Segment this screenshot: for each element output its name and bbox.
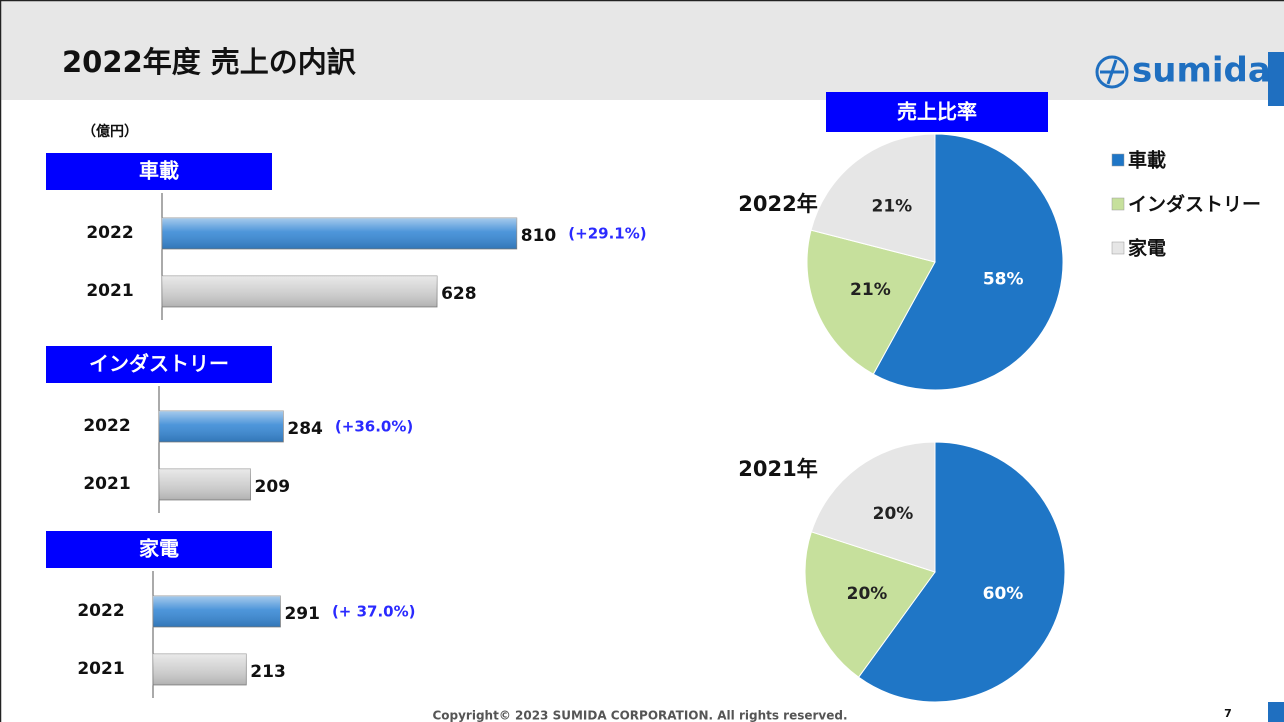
accent-strip — [1268, 52, 1284, 106]
legend-swatch — [1111, 241, 1125, 255]
bar-gloss — [162, 218, 517, 249]
logo-text: sumida — [1132, 51, 1271, 91]
bar-chart-header-box — [46, 153, 272, 190]
pie-value-label: 21% — [871, 196, 912, 216]
category-label: 2022 — [77, 601, 124, 621]
copyright: Copyright© 2023 SUMIDA CORPORATION. All … — [432, 709, 847, 722]
bar-chart-title: 車載 — [139, 159, 179, 183]
legend-swatch — [1111, 153, 1125, 167]
bar-gloss — [153, 654, 247, 685]
bar-gloss — [162, 276, 438, 307]
value-label: 213 — [250, 662, 286, 682]
value-label: 810 — [521, 226, 557, 246]
category-label: 2021 — [86, 281, 133, 301]
bar-gloss — [153, 596, 281, 627]
growth-annotation: (+29.1%) — [568, 225, 646, 243]
pie-title: 2022年 — [738, 192, 817, 216]
bar-gloss — [159, 411, 284, 442]
bar-gloss — [159, 469, 251, 500]
category-label: 2022 — [86, 223, 133, 243]
pie-slice — [872, 133, 1064, 391]
pie-value-label: 20% — [847, 584, 888, 604]
accent-corner — [1268, 702, 1284, 722]
pie-title: 2021年 — [738, 457, 817, 481]
value-label: 291 — [284, 604, 320, 624]
bar-chart-header-box — [46, 346, 272, 383]
value-label: 628 — [441, 284, 477, 304]
value-label: 284 — [287, 419, 323, 439]
growth-annotation: (+36.0%) — [335, 418, 413, 436]
pie-slice — [806, 229, 936, 375]
pie-slice — [804, 531, 936, 678]
logo-icon — [1095, 55, 1129, 89]
pie-value-label: 21% — [850, 280, 891, 300]
pie-slice — [857, 441, 1066, 703]
category-label: 2021 — [77, 659, 124, 679]
pie-value-label: 58% — [983, 270, 1024, 290]
category-label: 2022 — [83, 416, 130, 436]
unit-label: （億円） — [82, 123, 138, 140]
pie-header-box — [826, 92, 1048, 132]
logo: sumida — [1095, 51, 1271, 91]
legend-swatch — [1111, 197, 1125, 211]
legend-label: 家電 — [1128, 237, 1166, 260]
legend-label: インダストリー — [1128, 193, 1261, 216]
growth-annotation: (+ 37.0%) — [332, 603, 416, 621]
slide-title: 2022年度 売上の内訳 — [62, 45, 357, 79]
bar-chart-title: インダストリー — [89, 352, 229, 376]
pie-value-label: 60% — [983, 584, 1024, 604]
header-band — [0, 0, 1284, 100]
category-label: 2021 — [83, 474, 130, 494]
pie-header: 売上比率 — [897, 100, 977, 124]
legend-label: 車載 — [1128, 149, 1166, 172]
pie-slice — [810, 441, 936, 573]
page-number: 7 — [1224, 707, 1232, 720]
pie-slice — [810, 133, 936, 263]
bar-chart-title: 家電 — [139, 537, 179, 561]
value-label: 209 — [255, 477, 290, 497]
bar-chart-header-box — [46, 531, 272, 568]
pie-value-label: 20% — [873, 504, 914, 524]
logo-icon-slash — [1106, 59, 1118, 85]
